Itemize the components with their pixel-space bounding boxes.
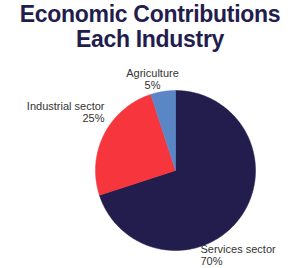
svg-text:Agriculture5%: Agriculture5% xyxy=(126,67,179,91)
svg-text:Industrial sector25%: Industrial sector25% xyxy=(27,100,105,124)
svg-text:Services sector70%: Services sector70% xyxy=(201,243,277,267)
html-text:Economic Contributions Each In: Economic Contributions Each Industry xyxy=(19,1,281,52)
